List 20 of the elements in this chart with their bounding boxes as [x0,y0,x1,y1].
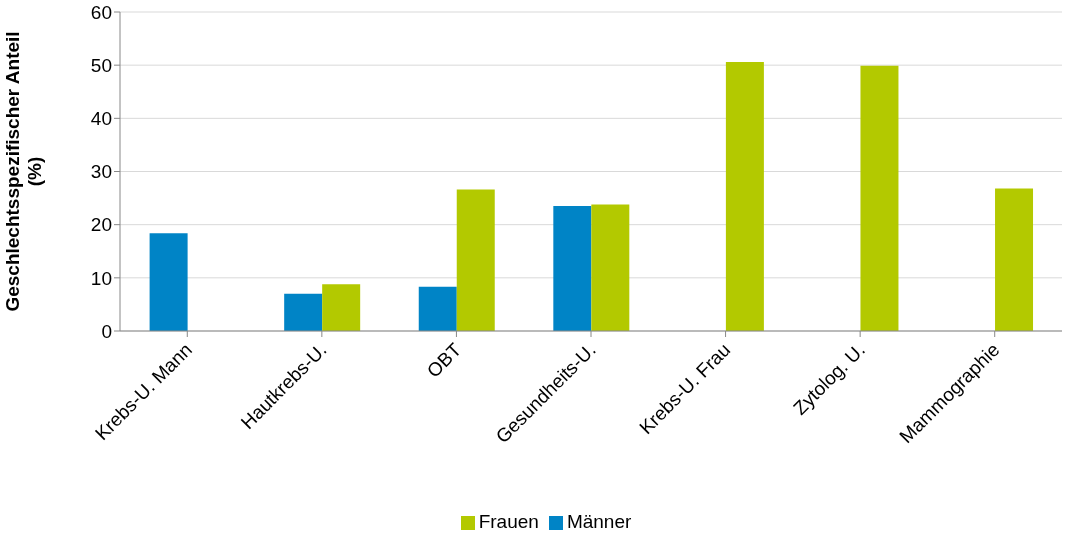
bar [725,61,764,331]
bar [418,286,457,331]
y-tick-label: 10 [90,267,112,289]
bar [149,233,188,331]
bar [553,206,592,331]
bar [860,65,899,331]
bar [591,204,630,331]
y-tick-label: 50 [90,54,112,76]
bar [322,284,361,331]
bar [995,188,1034,331]
y-tick-label: 0 [101,320,112,342]
legend-label: Frauen [478,511,539,532]
y-tick-label: 40 [90,108,112,130]
y-tick-label: 60 [90,1,112,23]
bar [456,189,495,331]
legend-label: Männer [566,511,632,532]
y-tick-label: 20 [90,214,112,236]
bar [284,293,323,331]
y-tick-label: 30 [90,161,112,183]
y-axis-title: Geschlechtsspezifischer Anteil (%) [2,31,45,312]
